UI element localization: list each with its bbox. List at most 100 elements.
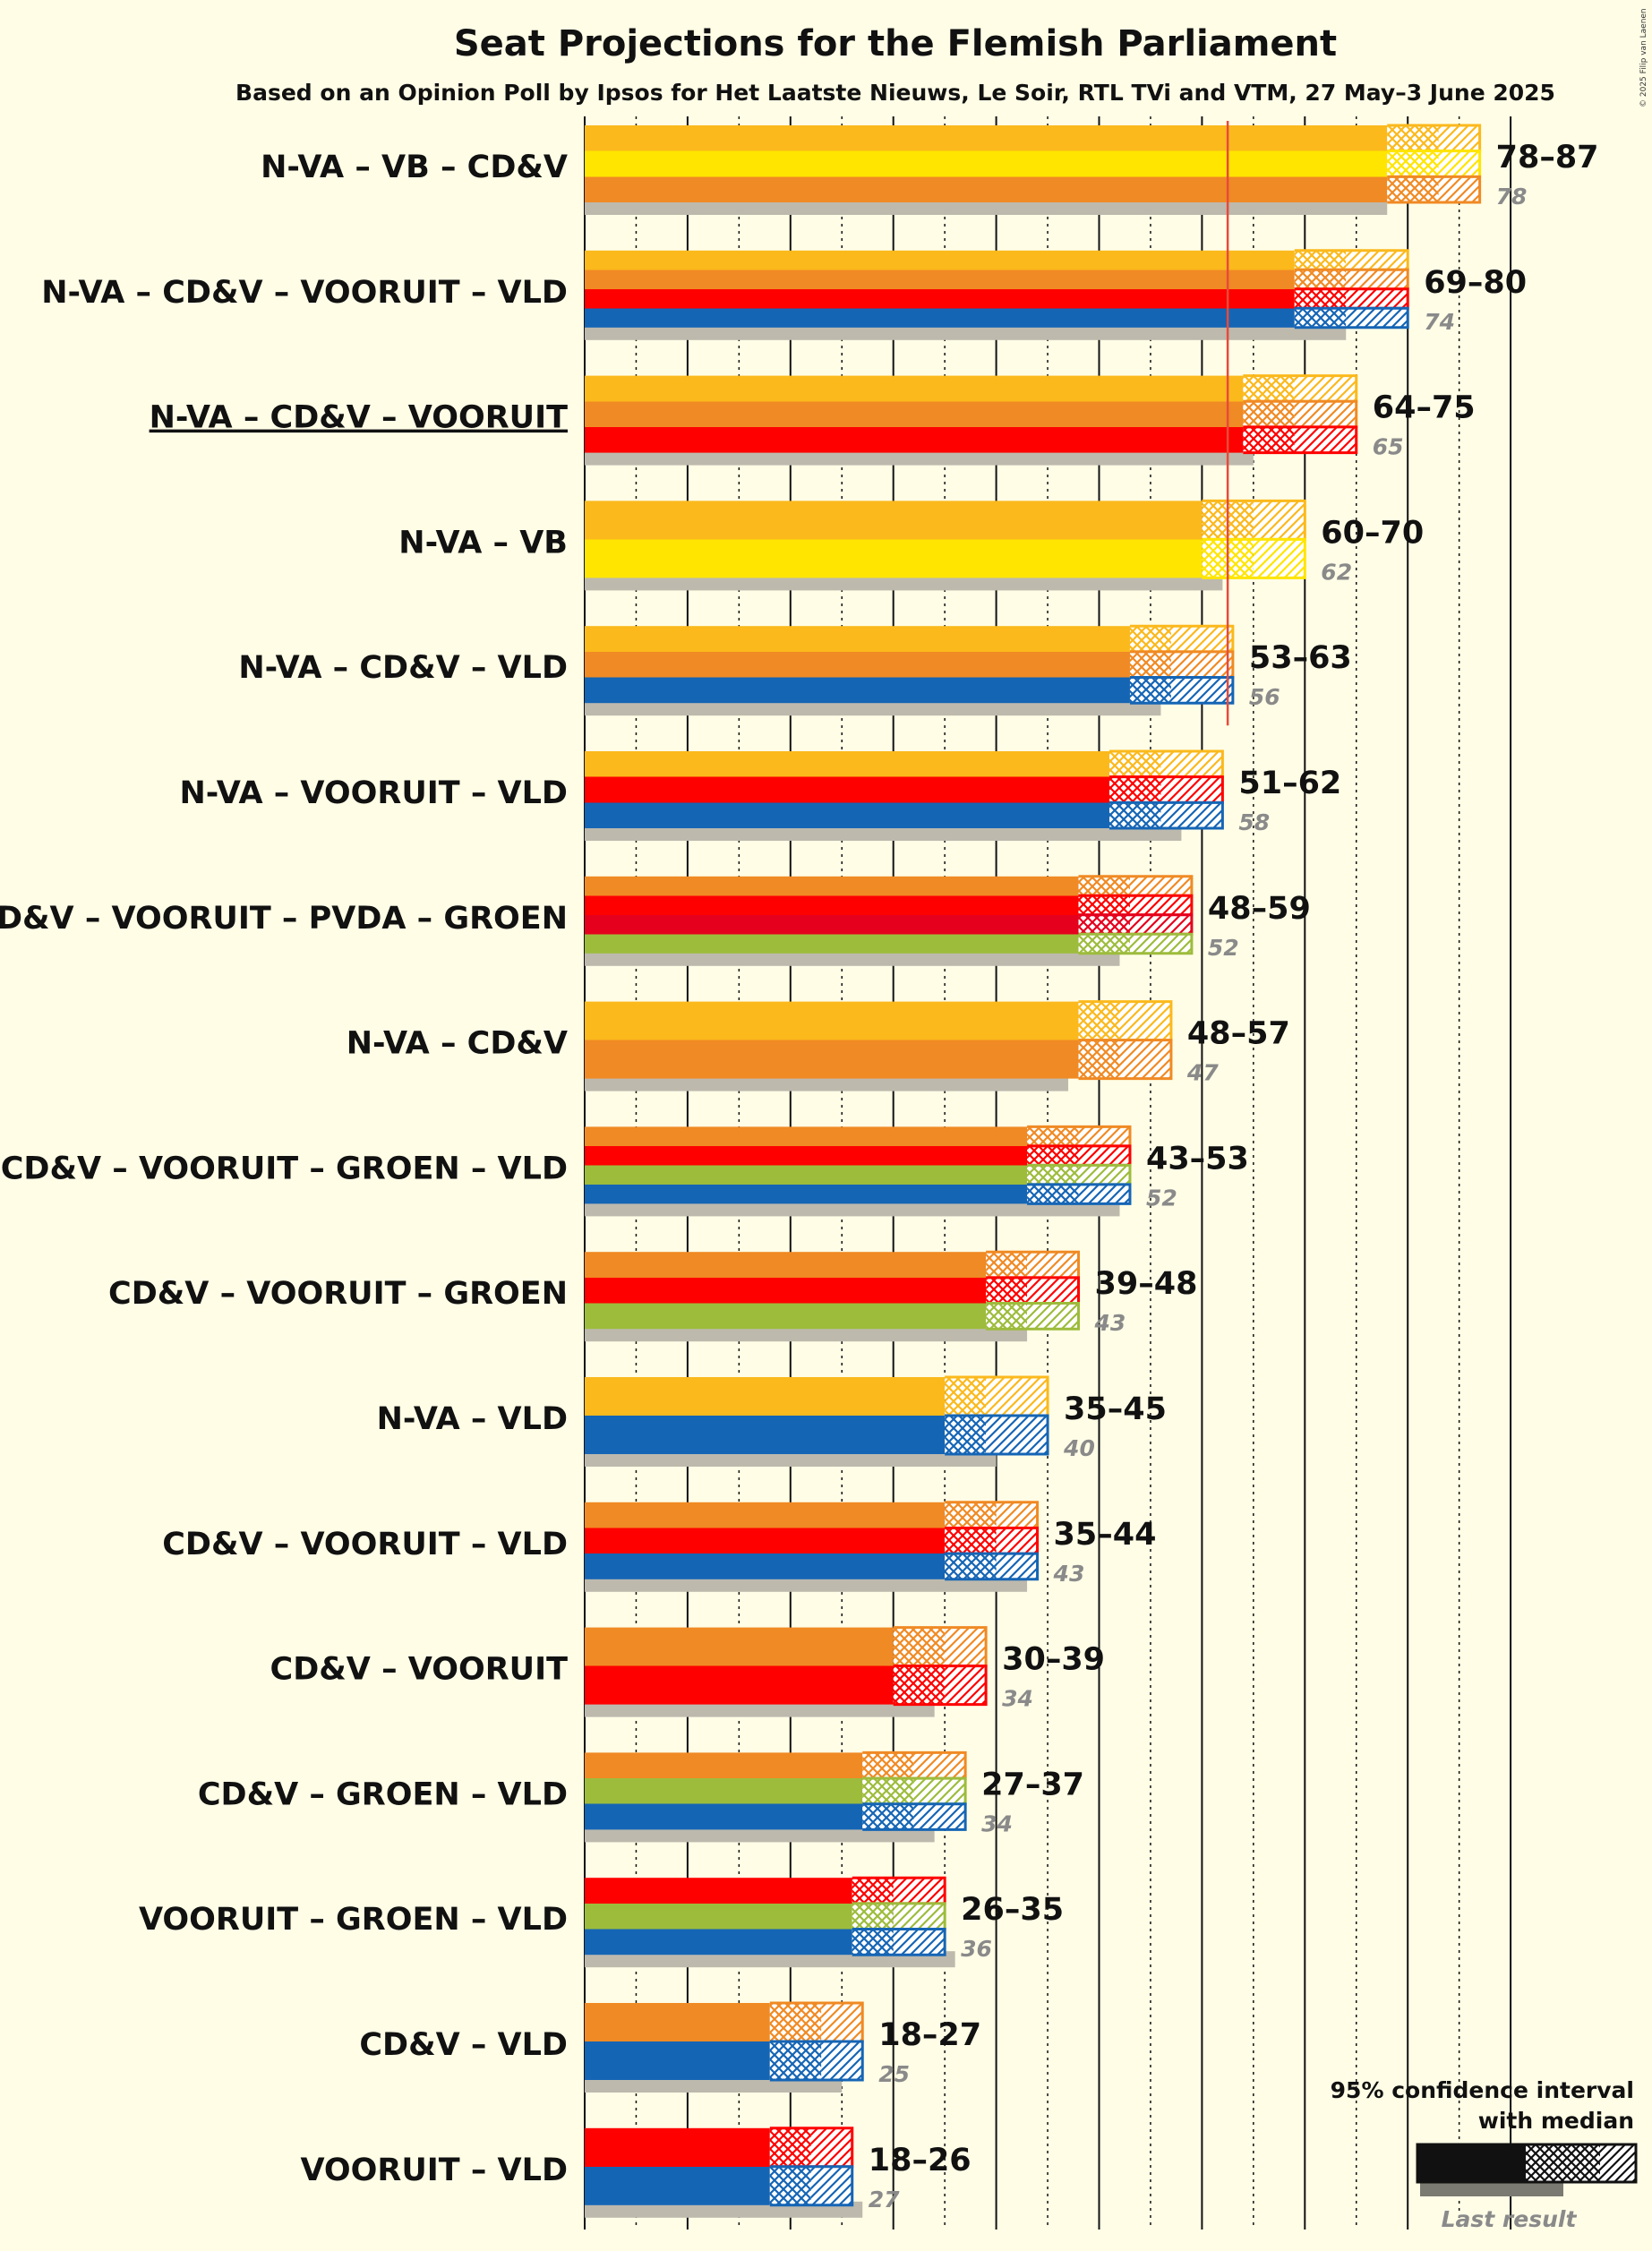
confidence-bar-upper-hatch	[1170, 677, 1233, 704]
confidence-bar-upper-hatch	[810, 2166, 852, 2205]
last-result-label: 52	[1146, 1185, 1177, 1211]
confidence-bar-median-hatch	[1078, 914, 1130, 935]
confidence-bar-median-hatch	[1078, 876, 1130, 896]
legend-upper-hatch	[1600, 2144, 1636, 2182]
confidence-bar-upper-hatch	[1253, 539, 1305, 578]
range-label: 39–48	[1095, 1266, 1198, 1302]
confidence-bar-upper-hatch	[821, 2041, 863, 2080]
confidence-bar-upper-hatch	[996, 1528, 1038, 1554]
confidence-bar-median-hatch	[1387, 150, 1439, 177]
last-result-bar	[585, 1451, 997, 1467]
confidence-bar-upper-hatch	[1027, 1303, 1079, 1330]
coalition-row: CD&V – VOORUIT – PVDA – GROEN 48–59 52	[0, 875, 1311, 966]
confidence-bar-solid	[585, 626, 1130, 704]
confidence-bar-outline	[862, 1802, 967, 1831]
confidence-bar-median-hatch	[1027, 1126, 1079, 1146]
confidence-bar-upper-hatch	[893, 1929, 946, 1956]
confidence-bar-upper-hatch	[1078, 1126, 1130, 1146]
range-label: 78–87	[1496, 140, 1599, 175]
confidence-bar-solid	[585, 1878, 852, 1956]
confidence-bar-median-hatch	[1129, 651, 1171, 678]
confidence-bar-median-hatch	[852, 1929, 894, 1956]
legend-line1: 95% confidence interval	[1331, 2077, 1634, 2103]
coalition-row: N-VA – VLD 35–45 40	[377, 1375, 1167, 1467]
range-label: 18–27	[878, 2017, 981, 2053]
confidence-bar-upper-hatch	[1346, 288, 1408, 309]
range-label: 48–57	[1187, 1016, 1290, 1052]
last-result-label: 58	[1238, 809, 1270, 835]
last-result-bar	[585, 1074, 1069, 1091]
last-result-label: 25	[878, 2061, 910, 2087]
confidence-bar-median-hatch	[1294, 308, 1347, 328]
range-label: 18–26	[869, 2143, 972, 2178]
confidence-bar-upper-hatch	[1170, 626, 1233, 652]
confidence-bar-median-hatch	[1243, 375, 1295, 402]
legend-last-result-bar	[1420, 2181, 1563, 2196]
legend-line2: with median	[1478, 2108, 1634, 2134]
confidence-bar-median-hatch	[769, 2166, 811, 2205]
legend-bar-outline	[1416, 2143, 1638, 2184]
confidence-bar-outline	[852, 1928, 946, 1956]
range-label: 69–80	[1424, 265, 1527, 301]
confidence-bar-outline	[1027, 1183, 1132, 1205]
confidence-bar-solid	[585, 751, 1109, 828]
last-result-bar	[585, 949, 1120, 966]
confidence-bar-outline	[986, 1302, 1081, 1331]
last-result-label: 52	[1208, 935, 1239, 961]
confidence-bar-solid	[585, 876, 1079, 954]
coalition-label: CD&V – VOORUIT	[270, 1652, 569, 1688]
last-result-bar	[585, 323, 1347, 340]
confidence-bar-median-hatch	[1387, 176, 1439, 202]
confidence-bar-upper-hatch	[1294, 426, 1357, 453]
coalition-row: VOORUIT – VLD 18–26 27	[300, 2127, 972, 2218]
confidence-bar-upper-hatch	[893, 1878, 946, 1904]
range-label: 51–62	[1238, 766, 1341, 801]
confidence-bar-median-hatch	[1129, 626, 1171, 652]
confidence-bar-median-hatch	[852, 1903, 894, 1930]
confidence-bar-upper-hatch	[1438, 176, 1480, 202]
confidence-bar-outline	[1078, 932, 1194, 955]
last-result-label: 56	[1249, 684, 1280, 710]
coalition-label: CD&V – VLD	[359, 2027, 568, 2063]
coalition-label: N-VA – CD&V – VOORUIT	[150, 400, 569, 436]
confidence-bar-outline	[1108, 800, 1224, 830]
last-result-label: 27	[869, 2187, 900, 2212]
confidence-bar-solid	[585, 1752, 863, 1830]
last-result-label: 47	[1186, 1060, 1219, 1086]
confidence-bar-median-hatch	[862, 1778, 914, 1804]
coalition-label: N-VA – CD&V	[347, 1026, 568, 1062]
confidence-bar-solid	[585, 2003, 770, 2080]
range-label: 53–63	[1249, 640, 1352, 676]
legend: 95% confidence interval with median Last…	[1331, 2077, 1638, 2232]
confidence-bar-solid	[585, 1252, 987, 1330]
last-result-bar	[585, 574, 1223, 591]
confidence-bar-outline	[1294, 306, 1409, 330]
confidence-bar-upper-hatch	[913, 1752, 966, 1779]
confidence-bar-median-hatch	[945, 1553, 997, 1579]
confidence-bar-upper-hatch	[996, 1553, 1038, 1579]
coalition-row: VOORUIT – GROEN – VLD 26–35 36	[139, 1876, 1064, 1968]
coalition-label: CD&V – VOORUIT – VLD	[162, 1527, 568, 1562]
confidence-bar-median-hatch	[986, 1252, 1028, 1278]
coalition-label: N-VA – CD&V – VLD	[238, 650, 568, 686]
confidence-bar-upper-hatch	[810, 2127, 852, 2167]
range-label: 35–45	[1064, 1391, 1167, 1427]
confidence-bar-solid	[585, 375, 1244, 453]
last-result-bar	[585, 1200, 1120, 1217]
confidence-bar-median-hatch	[1027, 1165, 1079, 1185]
last-result-bar	[585, 199, 1388, 215]
confidence-bar-median-hatch	[1243, 426, 1295, 453]
coalition-label: N-VA – CD&V – VOORUIT – VLD	[41, 275, 568, 311]
confidence-bar-upper-hatch	[986, 1416, 1049, 1454]
coalition-row: N-VA – CD&V – VOORUIT – VLD 69–80 74	[41, 249, 1527, 340]
last-result-bar	[585, 1325, 1028, 1342]
confidence-bar-upper-hatch	[1160, 776, 1223, 803]
confidence-bar-upper-hatch	[1346, 308, 1408, 328]
confidence-bar-upper-hatch	[986, 1377, 1049, 1416]
confidence-bar-median-hatch	[862, 1752, 914, 1779]
confidence-bar-upper-hatch	[893, 1903, 946, 1930]
confidence-bar-median-hatch	[1078, 934, 1130, 954]
coalition-row: N-VA – CD&V – VLD 53–63 56	[238, 624, 1352, 716]
confidence-bar-median-hatch	[852, 1878, 894, 1904]
confidence-bar-solid	[585, 125, 1388, 202]
